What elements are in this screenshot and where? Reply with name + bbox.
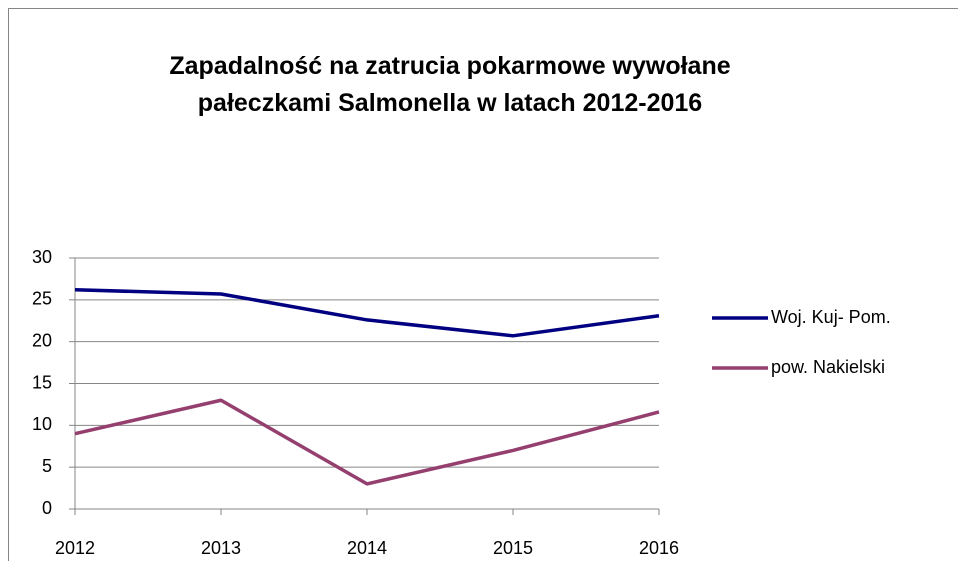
- y-tick-label: 0: [42, 498, 52, 518]
- y-tick-label: 20: [32, 330, 52, 350]
- x-tick-label: 2016: [639, 538, 679, 558]
- chart-title: Zapadalność na zatrucia pokarmowe wywoła…: [169, 52, 731, 117]
- legend-label: Woj. Kuj- Pom.: [771, 307, 891, 327]
- legend-label: pow. Nakielski: [771, 357, 885, 377]
- x-tick-label: 2013: [201, 538, 241, 558]
- y-tick-label: 10: [32, 414, 52, 434]
- y-tick-label: 5: [42, 456, 52, 476]
- y-tick-label: 30: [32, 247, 52, 267]
- x-tick-label: 2014: [347, 538, 387, 558]
- y-tick-label: 15: [32, 372, 52, 392]
- series-line: [74, 288, 660, 338]
- x-tick-label: 2015: [493, 538, 533, 558]
- y-tick-label: 25: [32, 289, 52, 309]
- chart-border: [8, 8, 958, 561]
- series-line: [74, 398, 660, 486]
- x-tick-label: 2012: [55, 538, 95, 558]
